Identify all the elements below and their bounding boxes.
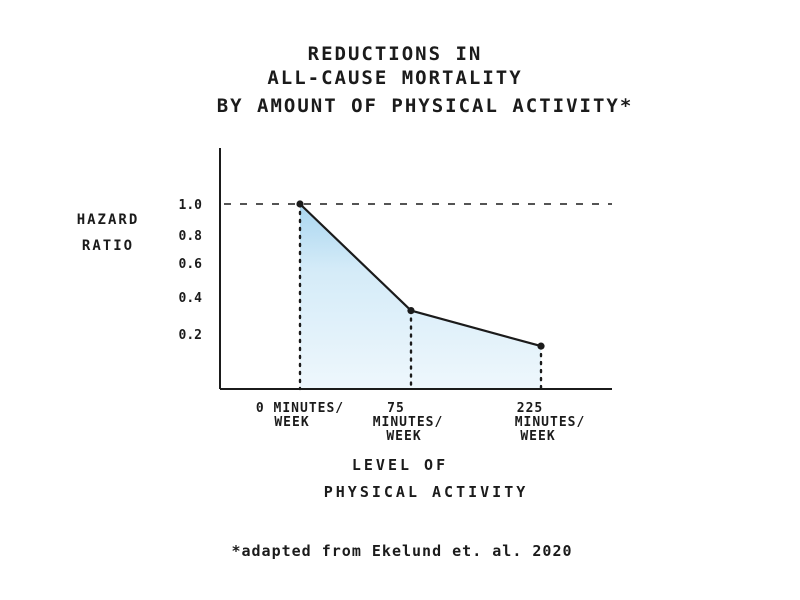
title-line-2: ALL-CAUSE MORTALITY xyxy=(267,67,522,89)
xlabel-line-1: LEVEL OF xyxy=(352,456,448,474)
chart-title: REDUCTIONS IN ALL-CAUSE MORTALITY BY AMO… xyxy=(217,43,634,117)
x-tick-2-line-3: WEEK xyxy=(520,429,555,444)
data-point-0 xyxy=(296,200,304,208)
plot-area: 1.0 0.8 0.6 0.4 0.2 xyxy=(179,148,612,391)
data-point-1 xyxy=(407,306,415,315)
y-tick-label-2: 0.6 xyxy=(179,257,203,272)
x-tick-0-line-1: 0 MINUTES/ xyxy=(256,401,344,416)
x-tick-1-line-2: MINUTES/ xyxy=(373,415,444,430)
x-tick-2-line-2: MINUTES/ xyxy=(515,415,586,430)
area-fill xyxy=(300,204,541,389)
x-tick-1-line-1: 75 xyxy=(387,401,405,416)
data-point-2 xyxy=(537,342,545,350)
x-tick-0-line-2: WEEK xyxy=(274,415,309,430)
x-tick-labels: 0 MINUTES/ WEEK 75 MINUTES/ WEEK 225 MIN… xyxy=(256,401,586,444)
y-axis-label: HAZARD RATIO xyxy=(77,212,140,254)
y-tick-label-1: 0.8 xyxy=(179,229,203,244)
x-tick-1-line-3: WEEK xyxy=(386,429,421,444)
xlabel-line-2: PHYSICAL ACTIVITY xyxy=(324,483,529,501)
y-tick-label-0: 1.0 xyxy=(179,198,203,213)
ylabel-line-2: RATIO xyxy=(82,238,134,254)
source-footnote: *adapted from Ekelund et. al. 2020 xyxy=(231,542,572,560)
title-line-3: BY AMOUNT OF PHYSICAL ACTIVITY* xyxy=(217,95,634,117)
x-tick-2-line-1: 225 xyxy=(517,401,543,416)
title-line-1: REDUCTIONS IN xyxy=(308,43,483,65)
x-axis-label: LEVEL OF PHYSICAL ACTIVITY xyxy=(324,456,529,501)
y-tick-label-3: 0.4 xyxy=(179,291,203,306)
ylabel-line-1: HAZARD xyxy=(77,212,140,228)
y-tick-label-4: 0.2 xyxy=(179,328,202,343)
